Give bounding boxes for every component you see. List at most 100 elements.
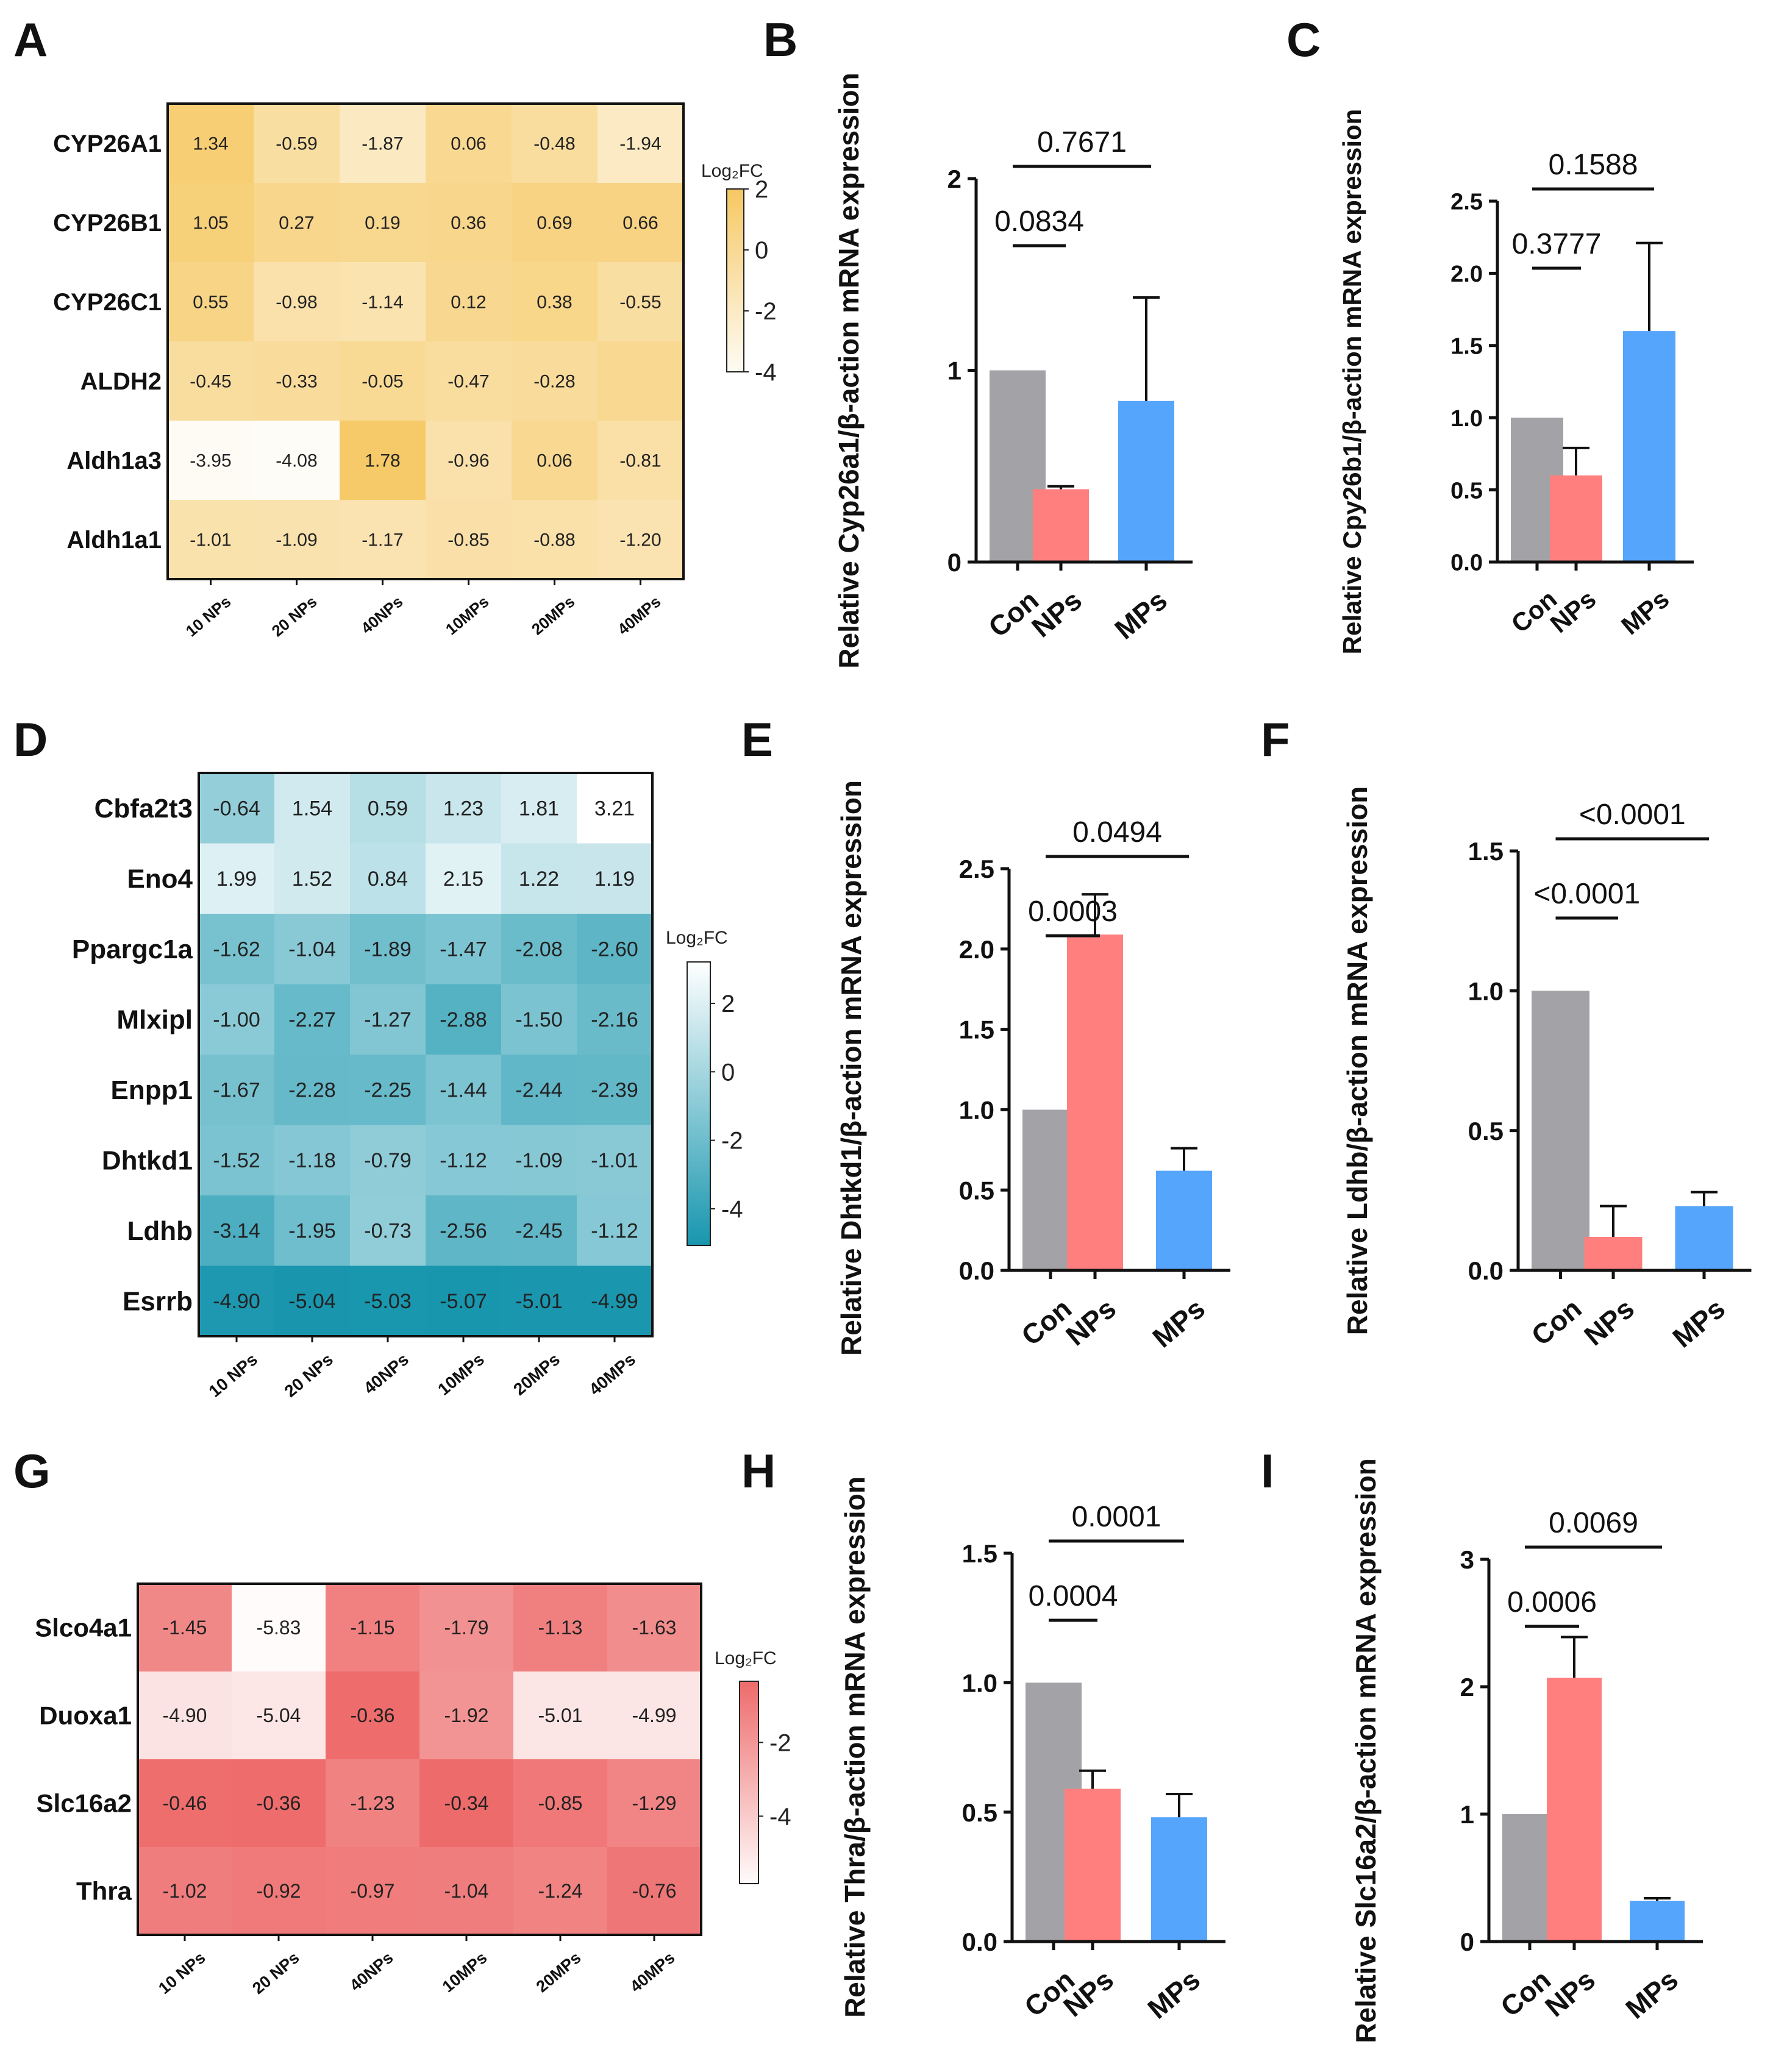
heatmap-cell <box>512 500 598 580</box>
heatmap-cell-value: 1.78 <box>365 451 400 471</box>
heatmap-cell <box>501 843 577 914</box>
x-tick-label: NPs <box>1539 1963 1601 2023</box>
heatmap-cell <box>274 1266 351 1337</box>
heatmap-cell <box>501 773 577 844</box>
heatmap-cell-value: -0.81 <box>619 451 661 471</box>
heatmap-cell <box>513 1759 608 1848</box>
heatmap-cell-value: 1.19 <box>594 867 635 891</box>
heatmap-cell-value: -1.09 <box>515 1149 563 1172</box>
heatmap-row-label: Duoxa1 <box>39 1701 132 1730</box>
y-tick-label: 1.5 <box>959 1016 994 1044</box>
heatmap-cell-value: -5.04 <box>288 1290 336 1313</box>
heatmap-cell <box>607 1759 702 1848</box>
heatmap-row-label: CYP26C1 <box>53 289 162 316</box>
heatmap-cell-value: 0.27 <box>279 213 314 233</box>
panel-label-c: C <box>1286 13 1321 66</box>
y-tick-label: 1.5 <box>962 1539 997 1568</box>
panel-g: -1.45 -5.83 -1.15 -1.79 -1.13 -1.63 Slco4a1 -4.… <box>35 1582 791 1998</box>
heatmap-cell <box>199 984 275 1055</box>
heatmap-cell <box>426 1195 502 1267</box>
heatmap-cell-value: -0.85 <box>448 530 489 550</box>
heatmap-cell-value: -1.63 <box>632 1617 677 1639</box>
heatmap-cell <box>232 1847 326 1935</box>
heatmap-cell-value: -1.02 <box>163 1880 207 1902</box>
heatmap-cell <box>326 1759 420 1848</box>
heatmap-cell <box>232 1759 326 1848</box>
legend-title: Log₂FC <box>715 1648 777 1668</box>
heatmap-cell <box>274 914 351 985</box>
heatmap-cell <box>577 1195 653 1267</box>
heatmap-cell-value: -4.90 <box>163 1704 207 1726</box>
heatmap-cell <box>138 1847 232 1935</box>
x-tick-label: NPs <box>1060 1292 1122 1351</box>
heatmap-cell-value: -1.50 <box>515 1008 563 1031</box>
heatmap-cell-value: -3.95 <box>190 451 231 471</box>
heatmap-cell-value: -5.01 <box>515 1290 563 1313</box>
heatmap-cell-value: 3.21 <box>594 797 635 821</box>
panel-label-d: D <box>13 713 48 766</box>
heatmap-cell <box>512 341 598 421</box>
heatmap-cell <box>577 843 653 914</box>
heatmap-cell-value: -1.12 <box>440 1149 487 1172</box>
heatmap-cell-value: 1.34 <box>193 134 228 154</box>
heatmap-cell-value: -1.94 <box>619 134 661 154</box>
heatmap-cell <box>426 104 512 183</box>
y-tick-label: 2 <box>947 165 961 193</box>
y-tick-label: 3 <box>1460 1545 1474 1574</box>
heatmap-cell-value: 0.19 <box>365 213 400 233</box>
heatmap-cell-value: -0.85 <box>538 1792 583 1814</box>
heatmap-col-label: 20 NPs <box>268 593 321 641</box>
heatmap-col-label: 40MPs <box>585 1350 639 1399</box>
legend-tick-label: -2 <box>769 1729 791 1756</box>
heatmap-cell-value: 0.06 <box>451 134 486 154</box>
heatmap-cell <box>419 1671 514 1760</box>
y-tick-label: 2.0 <box>959 935 994 964</box>
significance-p-value: 0.0006 <box>1507 1586 1597 1618</box>
y-tick-label: 0.0 <box>959 1256 994 1285</box>
legend-tick-label: -4 <box>769 1803 791 1830</box>
heatmap-cell <box>426 773 502 844</box>
y-tick-label: 1 <box>1460 1800 1474 1829</box>
bar <box>1623 331 1675 562</box>
heatmap-cell <box>598 421 684 500</box>
heatmap-cell-value: -1.20 <box>619 530 661 550</box>
heatmap-col-label: 20MPs <box>528 593 578 639</box>
heatmap-row-label: Thra <box>76 1877 132 1906</box>
heatmap-cell <box>168 421 254 500</box>
heatmap-cell-value: -1.95 <box>288 1220 336 1243</box>
significance-p-value: <0.0001 <box>1533 878 1640 910</box>
y-axis-title: Relative Thra/β-action mRNA expression <box>839 1476 871 2018</box>
heatmap-cell <box>501 984 577 1055</box>
panel-a: 1.34 -0.59 -1.87 0.06 -0.48 -1.94 CYP26A1 1.05 0… <box>53 102 777 641</box>
x-tick-label: MPs <box>1141 1963 1206 2025</box>
heatmap-cell <box>513 1671 608 1760</box>
heatmap-cell-value: 0.84 <box>368 867 408 891</box>
heatmap-row-label: Ppargc1a <box>72 935 193 964</box>
y-tick-label: 1.0 <box>1468 977 1504 1005</box>
heatmap-cell <box>232 1671 326 1760</box>
heatmap-frame <box>166 102 685 580</box>
heatmap-cell <box>350 843 426 914</box>
panel-label-a: A <box>13 13 48 66</box>
heatmap-cell-value: -1.12 <box>591 1220 638 1243</box>
legend-title: Log₂FC <box>666 928 728 948</box>
heatmap-row-label: CYP26B1 <box>53 210 162 237</box>
heatmap-cell-value: -0.98 <box>276 293 317 313</box>
heatmap-cell-value: -1.44 <box>440 1079 487 1102</box>
significance-p-value: 0.7671 <box>1037 126 1127 158</box>
heatmap-cell <box>426 914 502 985</box>
heatmap-cell-value: -0.97 <box>351 1880 395 1902</box>
heatmap-col-label: 10MPs <box>442 593 492 639</box>
heatmap-cell-value: -2.25 <box>364 1079 412 1102</box>
bar <box>1118 401 1174 562</box>
heatmap-cell <box>512 421 598 500</box>
heatmap-cell-value: -1.92 <box>444 1704 489 1726</box>
heatmap-cell <box>340 104 426 183</box>
heatmap-cell <box>607 1671 702 1760</box>
legend-colorbar <box>739 1681 759 1884</box>
heatmap-cell <box>350 773 426 844</box>
heatmap-cell <box>512 262 598 342</box>
heatmap-cell-value: -1.01 <box>591 1149 638 1172</box>
